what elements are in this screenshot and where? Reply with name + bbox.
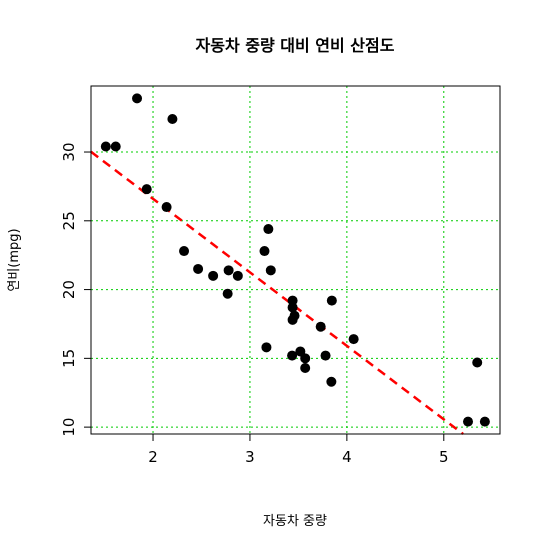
- data-point: [472, 357, 483, 368]
- data-point: [265, 265, 276, 276]
- y-tick-label: 25: [60, 211, 78, 230]
- data-point: [223, 265, 234, 276]
- data-point: [141, 184, 152, 195]
- plot-frame: [90, 85, 501, 435]
- grid: [91, 86, 500, 434]
- data-point: [222, 288, 233, 299]
- chart-title: 자동차 중량 대비 연비 산점도: [196, 36, 395, 55]
- y-tick-label: 10: [60, 418, 78, 437]
- trend-line: [90, 150, 464, 435]
- data-point: [320, 350, 331, 361]
- x-axis: 2 3 4 5: [148, 434, 449, 466]
- data-point: [300, 353, 311, 364]
- x-tick-label: 5: [439, 448, 449, 466]
- data-point: [287, 302, 298, 313]
- x-tick-label: 2: [148, 448, 158, 466]
- y-tick-label: 20: [60, 280, 78, 299]
- data-points: [100, 93, 490, 427]
- data-point: [208, 270, 219, 281]
- x-tick-label: 3: [245, 448, 255, 466]
- data-point: [100, 141, 111, 152]
- data-point: [287, 350, 298, 361]
- data-point: [287, 295, 298, 306]
- data-point: [259, 246, 270, 257]
- data-point: [289, 310, 300, 321]
- data-point: [167, 114, 178, 125]
- data-point: [326, 295, 337, 306]
- data-point: [300, 362, 311, 373]
- data-point: [132, 93, 143, 104]
- data-point: [315, 321, 326, 332]
- data-point: [193, 263, 204, 274]
- y-axis: 10 15 20 25 30: [60, 142, 91, 437]
- data-point: [326, 376, 337, 387]
- data-point: [261, 342, 272, 353]
- data-point: [161, 202, 172, 213]
- x-axis-label: 자동차 중량: [263, 514, 327, 529]
- y-axis-label: 연비(mpg): [7, 228, 22, 291]
- x-tick-label: 4: [342, 448, 352, 466]
- data-point: [232, 270, 243, 281]
- y-tick-label: 30: [60, 142, 78, 161]
- data-point: [479, 416, 490, 427]
- data-point: [348, 334, 359, 345]
- y-tick-label: 15: [60, 349, 78, 368]
- data-point: [110, 141, 121, 152]
- data-point: [179, 246, 190, 257]
- data-point: [263, 224, 274, 235]
- data-point: [463, 416, 474, 427]
